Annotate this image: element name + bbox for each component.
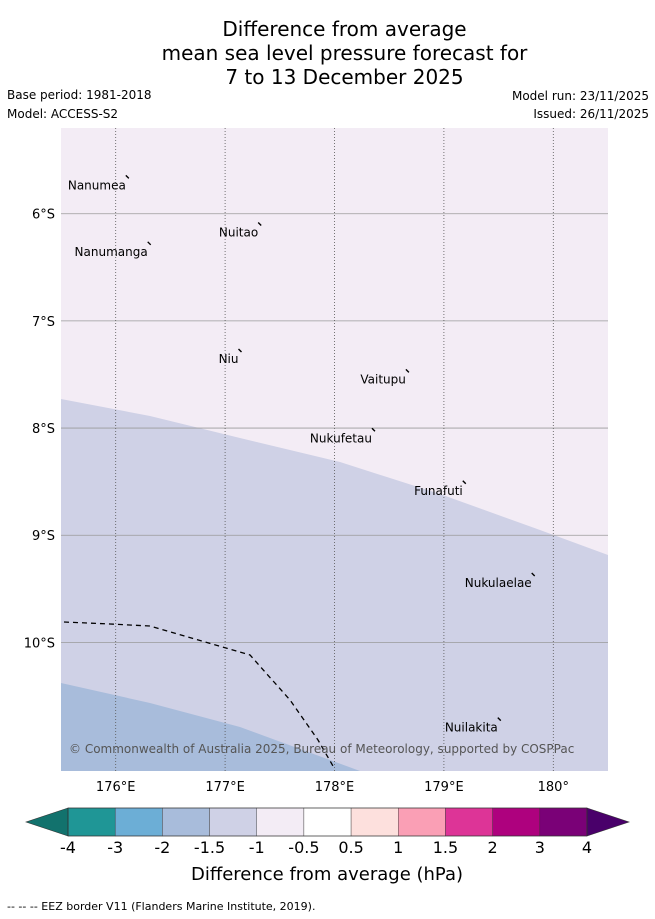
island-label: Vaitupu — [360, 372, 406, 386]
island-marker — [257, 222, 262, 227]
title-line-3: 7 to 13 December 2025 — [225, 65, 464, 89]
title-line-2: mean sea level pressure forecast for — [161, 41, 528, 65]
colorbar-tick-label: -3 — [107, 838, 123, 857]
island-label: Nukufetau — [310, 431, 372, 445]
colorbar-segment — [114, 807, 163, 837]
colorbar-tick-label: -2 — [154, 838, 170, 857]
island-label: Nuilakita — [445, 721, 498, 735]
latitude-tick-label: 6°S — [32, 208, 55, 223]
colorbar-segment — [350, 807, 399, 837]
eez-border — [63, 621, 334, 767]
longitude-tick-label: 179°E — [424, 780, 464, 795]
colorbar-tick-label: -1.5 — [194, 838, 225, 857]
island-label: Nanumea — [68, 178, 126, 192]
colorbar-tick-label: 1.5 — [433, 838, 458, 857]
island-marker — [497, 717, 502, 722]
colorbar-segment — [67, 807, 116, 837]
anomaly-region-strong — [61, 683, 360, 771]
island-label: Nuitao — [219, 226, 258, 240]
colorbar-frame — [67, 807, 588, 837]
colorbar-segment — [398, 807, 446, 837]
issued-date: Issued: 26/11/2025 — [533, 107, 649, 121]
island-marker — [531, 572, 536, 577]
colorbar-tick-label: 3 — [535, 838, 545, 857]
latitude-tick-label: 9°S — [32, 529, 55, 544]
base-period: Base period: 1981-2018 — [7, 88, 152, 102]
colorbar-tick-label: -1 — [249, 838, 265, 857]
latitude-tick-label: 8°S — [32, 422, 55, 437]
island-marker — [238, 348, 243, 353]
colorbar-label: Difference from average (hPa) — [191, 864, 463, 885]
island-marker — [147, 241, 152, 246]
island-label: Niu — [219, 352, 239, 366]
longitude-tick-label: 176°E — [96, 780, 136, 795]
colorbar-segment — [492, 807, 541, 837]
colorbar: -4 -3 -2 -1.5 -1 -0.5 0.5 1 1.5 2 3 4 Difference fr… — [25, 807, 630, 885]
latitude-tick-label: 7°S — [32, 315, 55, 330]
latitude-tick-label: 10°S — [24, 636, 55, 651]
colorbar-tick-label: 0.5 — [338, 838, 363, 857]
eez-legend: -- -- -- EEZ border V11 (Flanders Marine… — [7, 900, 316, 913]
island-marker — [125, 174, 130, 179]
map-axes: 6°S 7°S 8°S 9°S 10°S 176°E 177°E 178°E 179°E 180° — [24, 208, 569, 795]
place-labels: Nanumea Nuitao Nanumanga Niu Vaitupu Nukufeta… — [68, 174, 536, 735]
colorbar-segment — [256, 807, 305, 837]
model-run-date: Model run: 23/11/2025 — [511, 89, 649, 103]
colorbar-over-arrow — [586, 807, 630, 837]
model-name: Model: ACCESS-S2 — [7, 107, 119, 121]
colorbar-segment — [209, 807, 257, 837]
colorbar-tick-label: -0.5 — [288, 838, 319, 857]
map-title: Difference from average mean sea level p… — [0, 17, 655, 89]
colorbar-segment — [539, 807, 588, 837]
colorbar-tick-label: -4 — [60, 838, 76, 857]
longitude-tick-label: 178°E — [315, 780, 355, 795]
longitude-tick-label: 177°E — [205, 780, 245, 795]
colorbar-tick-label: 1 — [393, 838, 403, 857]
island-marker — [371, 427, 376, 432]
map-area: Nanumea Nuitao Nanumanga Niu Vaitupu Nukufeta… — [61, 128, 608, 771]
island-marker — [405, 368, 410, 373]
colorbar-tick-label: 4 — [582, 838, 592, 857]
colorbar-under-arrow — [25, 807, 69, 837]
longitude-tick-label: 180° — [538, 780, 569, 795]
graticule — [61, 128, 608, 771]
island-label: Nanumanga — [75, 245, 148, 259]
colorbar-tick-label: 2 — [488, 838, 498, 857]
copyright-notice: © Commonwealth of Australia 2025, Bureau… — [69, 742, 574, 756]
title-line-1: Difference from average — [222, 17, 467, 41]
island-label: Nukulaelae — [465, 576, 532, 590]
colorbar-segment — [445, 807, 493, 837]
colorbar-segment — [162, 807, 210, 837]
colorbar-segment — [303, 807, 352, 837]
island-marker — [462, 480, 467, 485]
island-label: Funafuti — [414, 484, 463, 498]
